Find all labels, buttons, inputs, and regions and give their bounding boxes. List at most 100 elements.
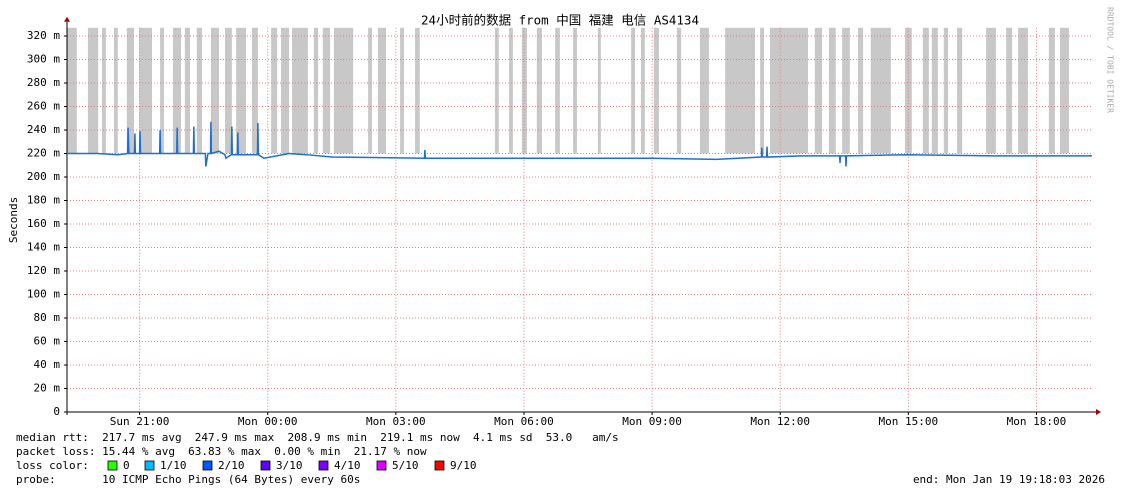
smoke	[676, 27, 682, 154]
smoke	[67, 27, 77, 154]
x-tick-label: Mon 06:00	[494, 415, 554, 428]
smoke	[313, 27, 319, 154]
y-tick-label: 100 m	[27, 288, 60, 301]
smoke	[1048, 27, 1055, 154]
smoke	[196, 27, 202, 154]
smoke	[857, 27, 864, 154]
y-tick-label: 140 m	[27, 241, 60, 254]
y-tick-label: 280 m	[27, 76, 60, 89]
smoke	[760, 27, 764, 154]
smoke	[904, 27, 912, 154]
smoke	[536, 27, 542, 154]
smoke	[1006, 27, 1013, 154]
watermark: RRDTOOL / TOBI OETIKER	[1106, 7, 1115, 113]
legend-label: 0	[123, 459, 130, 472]
smoke	[931, 27, 938, 154]
legend-swatch	[434, 460, 445, 471]
smoke	[160, 27, 164, 154]
smoke	[126, 27, 135, 154]
x-tick-label: Sun 21:00	[110, 415, 170, 428]
x-tick-label: Mon 15:00	[879, 415, 939, 428]
loss-color-label: loss color:	[16, 459, 89, 472]
median-rtt: median rtt: 217.7 ms avg 247.9 ms max 20…	[16, 431, 619, 444]
smoke	[236, 27, 246, 154]
legend-label: 4/10	[334, 459, 361, 472]
smoke	[957, 27, 963, 154]
legend-swatch	[260, 460, 271, 471]
smoke	[509, 27, 513, 154]
smoke	[87, 27, 99, 154]
legend-label: 1/10	[160, 459, 187, 472]
y-tick-label: 160 m	[27, 217, 60, 230]
y-tick-label: 20 m	[34, 382, 61, 395]
x-tick-label: Mon 18:00	[1007, 415, 1067, 428]
smoke	[1018, 27, 1028, 154]
smoke	[271, 27, 278, 154]
packet-loss: packet loss: 15.44 % avg 63.83 % max 0.0…	[16, 445, 427, 458]
legend-swatch	[202, 460, 213, 471]
smoke	[521, 27, 527, 154]
y-tick-label: 180 m	[27, 194, 60, 207]
x-tick-label: Mon 03:00	[366, 415, 426, 428]
median-line	[67, 121, 1092, 167]
smoke	[814, 27, 823, 154]
x-tick-label: Mon 12:00	[750, 415, 810, 428]
smoke	[922, 27, 929, 154]
smoke	[653, 27, 659, 154]
smoke	[573, 27, 577, 154]
smoke	[943, 27, 949, 154]
y-tick-label: 60 m	[34, 335, 61, 348]
smoke	[368, 27, 372, 154]
smoke	[631, 27, 636, 154]
smoke	[725, 27, 756, 154]
y-tick-label: 320 m	[27, 29, 60, 42]
smoke	[415, 27, 420, 154]
smoke	[292, 27, 308, 154]
legend-label: 2/10	[218, 459, 245, 472]
legend-swatch	[107, 460, 118, 471]
smoke	[494, 27, 499, 154]
smoke	[699, 27, 709, 154]
smoke	[113, 27, 118, 154]
y-tick-label: 220 m	[27, 147, 60, 160]
chart-title: 24小时前的数据 from 中国 福建 电信 AS4134	[421, 13, 699, 28]
smoke	[333, 27, 354, 154]
smoke	[842, 27, 850, 154]
x-tick-label: Mon 09:00	[622, 415, 682, 428]
legend-label: 3/10	[276, 459, 303, 472]
y-tick-label: 200 m	[27, 170, 60, 183]
smoke	[139, 27, 152, 154]
smoke	[828, 27, 836, 154]
x-axis-arrow	[1096, 409, 1101, 415]
smoke	[322, 27, 331, 154]
smoke	[400, 27, 404, 154]
smoke	[986, 27, 996, 154]
smoke	[172, 27, 182, 154]
probe: probe: 10 ICMP Echo Pings (64 Bytes) eve…	[16, 473, 360, 486]
y-axis-label: Seconds	[7, 197, 20, 243]
legend-swatch	[318, 460, 329, 471]
legend-label: 9/10	[450, 459, 477, 472]
y-tick-label: 120 m	[27, 264, 60, 277]
legend-swatch	[376, 460, 387, 471]
y-tick-label: 260 m	[27, 100, 60, 113]
smoke	[555, 27, 560, 154]
x-tick-label: Mon 00:00	[238, 415, 298, 428]
smoke	[769, 27, 808, 154]
smoke	[210, 27, 220, 154]
smoke	[280, 27, 290, 154]
smoke	[102, 27, 106, 154]
y-tick-label: 40 m	[34, 358, 61, 371]
legend-label: 5/10	[392, 459, 419, 472]
smoke	[225, 27, 232, 154]
smoke	[377, 27, 387, 154]
end-time: end: Mon Jan 19 19:18:03 2026	[913, 473, 1105, 486]
legend-swatch	[144, 460, 155, 471]
y-axis-arrow	[64, 16, 70, 22]
smoke	[641, 27, 645, 154]
y-tick-label: 240 m	[27, 123, 60, 136]
smoke	[597, 27, 601, 154]
y-tick-label: 300 m	[27, 53, 60, 66]
y-tick-label: 0	[53, 405, 60, 418]
